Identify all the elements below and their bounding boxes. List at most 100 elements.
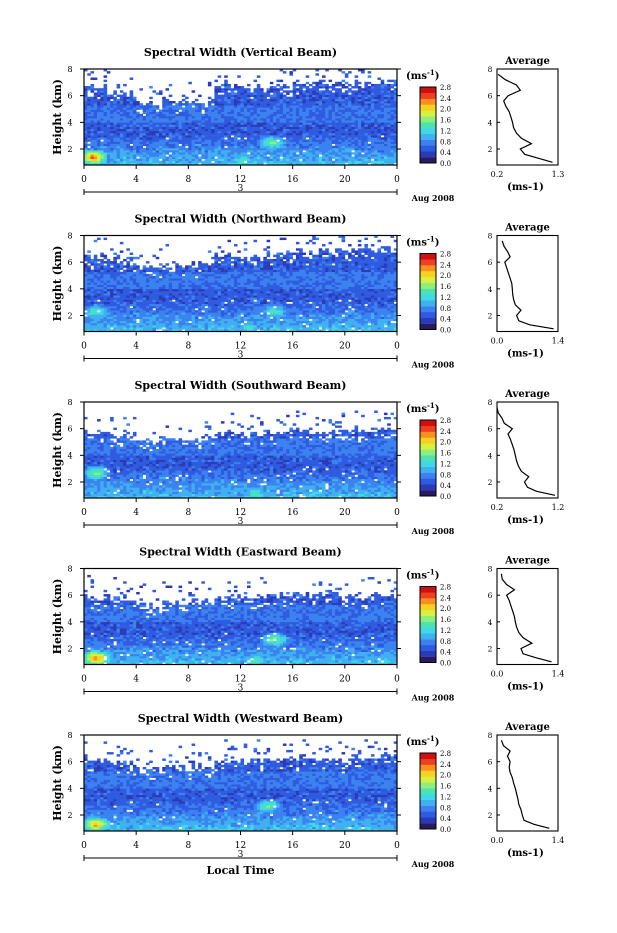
heatmap-cell: [149, 278, 153, 280]
heatmap-cell: [293, 95, 297, 97]
heatmap-cell: [283, 90, 287, 92]
heatmap-cell: [152, 280, 156, 282]
heatmap-cell: [325, 88, 329, 90]
heatmap-cell: [224, 257, 228, 259]
x-tick-label: 0: [81, 175, 87, 185]
heatmap-cell: [117, 304, 121, 306]
heatmap-cell: [332, 88, 336, 90]
heatmap-cell: [91, 270, 95, 272]
heatmap-cell: [94, 118, 98, 120]
heatmap-cell: [381, 144, 385, 146]
heatmap-cell: [208, 280, 212, 282]
heatmap-cell: [309, 120, 313, 122]
heatmap-cell: [192, 114, 196, 116]
heatmap-cell: [231, 88, 235, 90]
heatmap-cell: [152, 90, 156, 92]
heatmap-cell: [227, 308, 231, 310]
heatmap-cell: [234, 278, 238, 280]
heatmap-cell: [113, 97, 117, 99]
heatmap-cell: [345, 154, 349, 156]
heatmap-cell: [91, 101, 95, 103]
heatmap-cell: [113, 90, 117, 92]
heatmap-cell: [214, 306, 218, 308]
heatmap-cell: [351, 101, 355, 103]
heatmap-cell: [94, 116, 98, 118]
heatmap-cell: [312, 133, 316, 135]
heatmap-cell: [315, 118, 319, 120]
heatmap-cell: [156, 317, 160, 319]
heatmap-cell: [185, 122, 189, 124]
heatmap-cell: [244, 88, 248, 90]
heatmap-cell: [198, 293, 202, 295]
heatmap-cell: [345, 75, 349, 77]
heatmap-cell: [214, 99, 218, 101]
heatmap-cell: [117, 107, 121, 109]
heatmap-cell: [87, 101, 91, 103]
heatmap-cell: [214, 261, 218, 263]
heatmap-cell: [185, 114, 189, 116]
heatmap-cell: [332, 137, 336, 139]
heatmap-cell: [381, 86, 385, 88]
heatmap-cell: [100, 154, 104, 156]
heatmap-cell: [130, 312, 134, 314]
heatmap-cell: [117, 84, 121, 86]
heatmap-cell: [169, 268, 173, 270]
heatmap-cell: [241, 274, 245, 276]
heatmap-cell: [97, 156, 101, 158]
heatmap-cell: [130, 276, 134, 278]
heatmap-cell: [201, 152, 205, 154]
heatmap-cell: [117, 308, 121, 310]
heatmap-cell: [381, 114, 385, 116]
heatmap-cell: [87, 114, 91, 116]
heatmap-cell: [364, 154, 368, 156]
heatmap-cell: [368, 135, 372, 137]
heatmap-cell: [377, 144, 381, 146]
heatmap-cell: [156, 133, 160, 135]
heatmap-cell: [110, 127, 114, 129]
heatmap-cell: [224, 304, 228, 306]
heatmap-cell: [384, 103, 388, 105]
heatmap-cell: [123, 133, 127, 135]
heatmap-cell: [166, 323, 170, 325]
colorbar-tick-label: 0.4: [440, 149, 452, 157]
heatmap-cell: [179, 314, 183, 316]
heatmap-cell: [244, 148, 248, 150]
heatmap-cell: [270, 124, 274, 126]
heatmap-cell: [100, 148, 104, 150]
heatmap-cell: [257, 120, 261, 122]
heatmap-cell: [205, 319, 209, 321]
heatmap-cell: [322, 95, 326, 97]
heatmap-cell: [227, 312, 231, 314]
heatmap-cell: [146, 118, 150, 120]
heatmap-cell: [348, 95, 352, 97]
heatmap-cell: [221, 310, 225, 312]
heatmap-cell: [227, 314, 231, 316]
heatmap-cell: [390, 152, 394, 154]
heatmap-cell: [263, 129, 267, 131]
heatmap-cell: [371, 154, 375, 156]
heatmap-cell: [257, 150, 261, 152]
heatmap-cell: [179, 310, 183, 312]
heatmap-cell: [143, 323, 147, 325]
heatmap-cell: [100, 95, 104, 97]
heatmap-cell: [123, 120, 127, 122]
heatmap-cell: [263, 105, 267, 107]
heatmap-cell: [263, 133, 267, 135]
heatmap-cell: [123, 150, 127, 152]
heatmap-cell: [351, 156, 355, 158]
heatmap-cell: [224, 278, 228, 280]
heatmap-cell: [192, 306, 196, 308]
heatmap-cell: [192, 110, 196, 112]
heatmap-cell: [381, 131, 385, 133]
heatmap-cell: [162, 319, 166, 321]
heatmap-cell: [120, 154, 124, 156]
heatmap-cell: [309, 124, 313, 126]
heatmap-cell: [329, 156, 333, 158]
heatmap-cell: [368, 114, 372, 116]
heatmap-cell: [335, 152, 339, 154]
heatmap-cell: [283, 139, 287, 141]
heatmap-cell: [345, 86, 349, 88]
heatmap-cell: [296, 114, 300, 116]
heatmap-cell: [94, 156, 98, 158]
heatmap-cell: [149, 144, 153, 146]
